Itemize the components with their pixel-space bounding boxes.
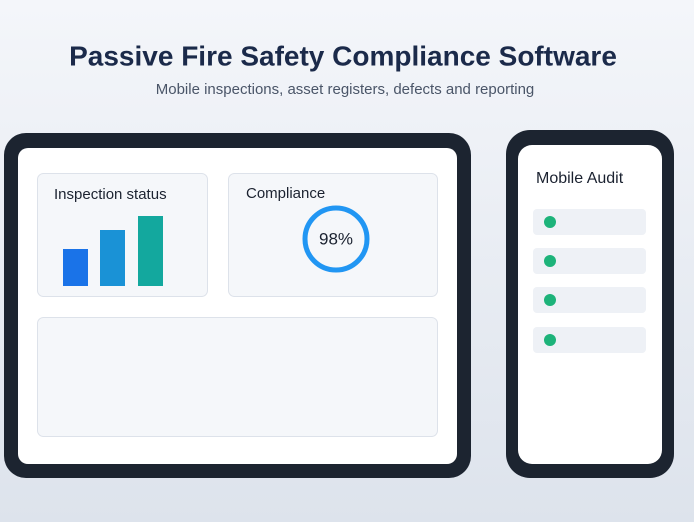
- compliance-ring: [302, 205, 370, 273]
- list-row: [533, 248, 646, 274]
- status-dot: [544, 255, 556, 267]
- status-dot: [544, 294, 556, 306]
- bar-icon: [63, 249, 88, 286]
- card-title: Inspection status: [54, 186, 167, 203]
- bar-icon: [100, 230, 125, 286]
- card-title: Compliance: [246, 185, 325, 202]
- subtitle: Mobile inspections, asset registers, def…: [156, 81, 535, 98]
- empty-card: [37, 317, 438, 437]
- phone-title: Mobile Audit: [536, 170, 624, 187]
- status-dot: [544, 334, 556, 346]
- compliance-card: [228, 173, 438, 297]
- audit-list: [533, 209, 646, 353]
- status-dot: [544, 216, 556, 228]
- compliance-value: 98%: [319, 229, 353, 248]
- title: Passive Fire Safety Compliance Software: [69, 40, 617, 71]
- list-row: [533, 287, 646, 313]
- list-row: [533, 327, 646, 353]
- bar-icon: [138, 216, 163, 286]
- list-row: [533, 209, 646, 235]
